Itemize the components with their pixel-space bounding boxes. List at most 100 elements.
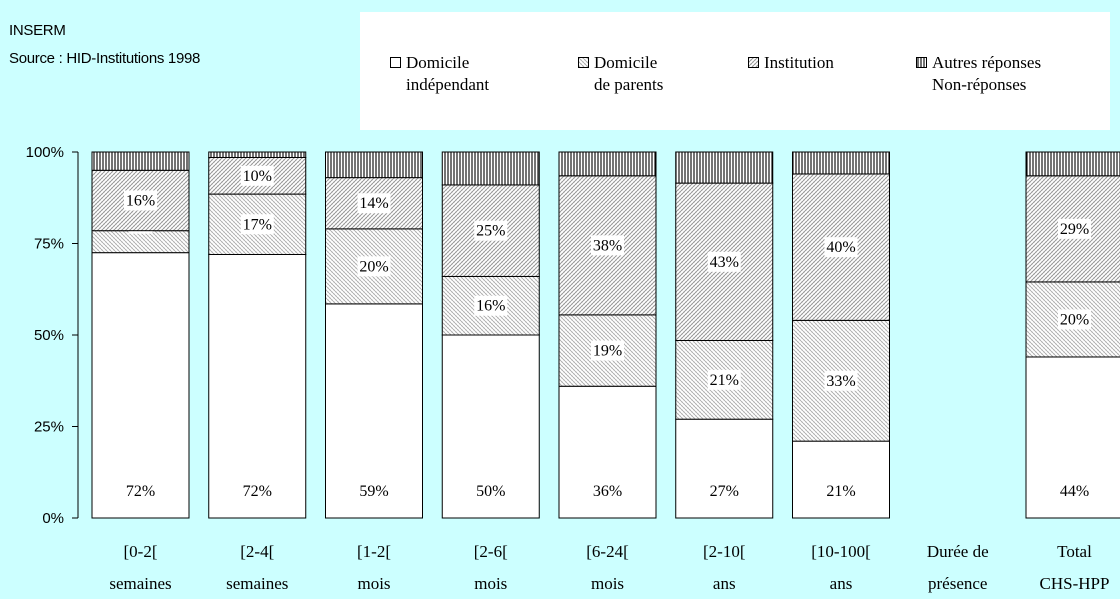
data-label-bg — [1058, 309, 1091, 330]
x-tick-label-line2: semaines — [109, 574, 171, 593]
bar-segment-vlines — [1025, 151, 1120, 177]
data-label: 19% — [593, 343, 622, 360]
legend-swatch-vlines — [916, 57, 927, 68]
data-label-bg — [824, 370, 858, 391]
bar-segment-dots — [91, 230, 190, 254]
bar-stack: 72% 17% 10% — [208, 151, 307, 519]
x-tick-label-line1: [2-10[ — [703, 542, 746, 561]
y-tick-label: 50% — [34, 327, 64, 344]
bar-segment-white — [208, 253, 307, 519]
bar-segment-vlines — [91, 151, 190, 171]
legend-swatch-dots — [578, 57, 589, 68]
data-label: 43% — [710, 254, 739, 271]
bar-segment-white — [325, 303, 423, 519]
y-axis: 0% 25% 50% 75% 100% — [26, 144, 79, 527]
legend-label-line1: Autres réponses — [932, 53, 1042, 72]
x-tick-label-line1: [6-24[ — [586, 542, 629, 561]
bar-stack: 21% 33% 40% — [792, 151, 890, 519]
data-label: 16% — [126, 192, 155, 209]
bar-segment-white — [675, 418, 774, 519]
bar-stack: 72%6%16% — [91, 151, 190, 519]
data-label: 72% — [126, 483, 155, 500]
legend-swatch-white — [390, 57, 401, 68]
x-tick-label-line2: ans — [830, 574, 853, 593]
x-tick-label-line2: présence — [928, 574, 987, 593]
bar-stack: 44% 20% 29% — [1025, 151, 1120, 519]
bar-segment-vlines — [325, 151, 423, 179]
x-tick-label-line2: mois — [591, 574, 624, 593]
data-label-bg — [591, 235, 624, 256]
bar-stack: 27% 21% 43% — [675, 151, 774, 519]
bar-segment-white — [792, 440, 890, 519]
bar-stack: 50% 16% 25% — [441, 151, 540, 519]
x-tick-label-line2: CHS-HPP — [1040, 574, 1110, 593]
bar-segment-vlines — [558, 151, 657, 177]
data-label: 50% — [476, 483, 505, 500]
x-tick-label-line2: ans — [713, 574, 736, 593]
legend-label-line2: Non-réponses — [932, 75, 1027, 94]
source-label: Source : HID-Institutions 1998 — [9, 50, 201, 67]
x-tick-label-line1: [0-2[ — [124, 542, 158, 561]
bar-segment-vlines — [208, 151, 307, 158]
data-label: 21% — [826, 483, 855, 500]
legend-swatch-hatch — [748, 57, 759, 68]
data-label: 44% — [1060, 483, 1089, 500]
bar-segment-white — [1025, 356, 1120, 519]
data-label-bg — [707, 251, 741, 272]
bar-segment-vlines — [441, 151, 540, 186]
legend-label-line1: Institution — [764, 53, 834, 72]
x-tick-label-line1: Durée de — [927, 542, 989, 561]
bar-segment-white — [91, 252, 190, 519]
y-tick-label: 25% — [34, 419, 64, 436]
x-tick-label-line1: [2-6[ — [474, 542, 508, 561]
data-label-bg — [1058, 218, 1091, 239]
legend-label-line2: indépendant — [406, 75, 490, 94]
data-label-bg — [124, 190, 157, 211]
data-label: 21% — [710, 372, 739, 389]
data-label: 33% — [826, 373, 855, 390]
bar-stack: 36% 19% 38% — [558, 151, 657, 519]
data-label-bg — [240, 165, 274, 186]
legend-label-line2: de parents — [594, 75, 664, 94]
bar-stack: 59% 20% 14% — [325, 151, 423, 519]
data-label-bg — [357, 256, 391, 277]
bar-segment-vlines — [792, 151, 890, 175]
x-tick-label-line1: [2-4[ — [240, 542, 274, 561]
x-tick-label-line2: mois — [474, 574, 507, 593]
x-tick-label-line1: [1-2[ — [357, 542, 391, 561]
data-label-bg — [240, 214, 274, 235]
y-tick-label: 100% — [26, 144, 64, 161]
data-label: 20% — [359, 258, 388, 275]
bar-segment-vlines — [675, 151, 774, 184]
y-tick-label: 0% — [42, 510, 64, 527]
data-label-bg — [591, 340, 624, 361]
data-label: 72% — [243, 483, 272, 500]
x-tick-label-line2: semaines — [226, 574, 288, 593]
data-label: 29% — [1060, 221, 1089, 238]
legend-label-line1: Domicile — [406, 53, 470, 72]
data-label-bg — [824, 237, 858, 258]
x-tick-label-line1: Total — [1057, 542, 1092, 561]
data-label-bg — [474, 220, 508, 241]
bar-segment-white — [441, 334, 540, 519]
data-label: 36% — [593, 483, 622, 500]
data-label: 40% — [826, 239, 855, 256]
y-tick-label: 75% — [34, 236, 64, 253]
data-label-bg — [707, 369, 741, 390]
bars: 72%6%16%72%17%10%59%20%14%50%16%25%36%19… — [91, 151, 1120, 519]
data-label-bg — [357, 193, 391, 214]
data-label: 27% — [710, 483, 739, 500]
legend: Domicile indépendant Domicile de parents… — [360, 12, 1110, 130]
org-label: INSERM — [9, 22, 66, 39]
data-label: 25% — [476, 223, 505, 240]
x-tick-label-line1: [10-100[ — [811, 542, 871, 561]
data-label: 38% — [593, 237, 622, 254]
data-label: 10% — [243, 168, 272, 185]
data-label: 14% — [359, 195, 388, 212]
data-label: 59% — [359, 483, 388, 500]
data-label: 17% — [243, 216, 272, 233]
data-label-bg — [474, 295, 508, 316]
x-tick-label-line2: mois — [357, 574, 390, 593]
